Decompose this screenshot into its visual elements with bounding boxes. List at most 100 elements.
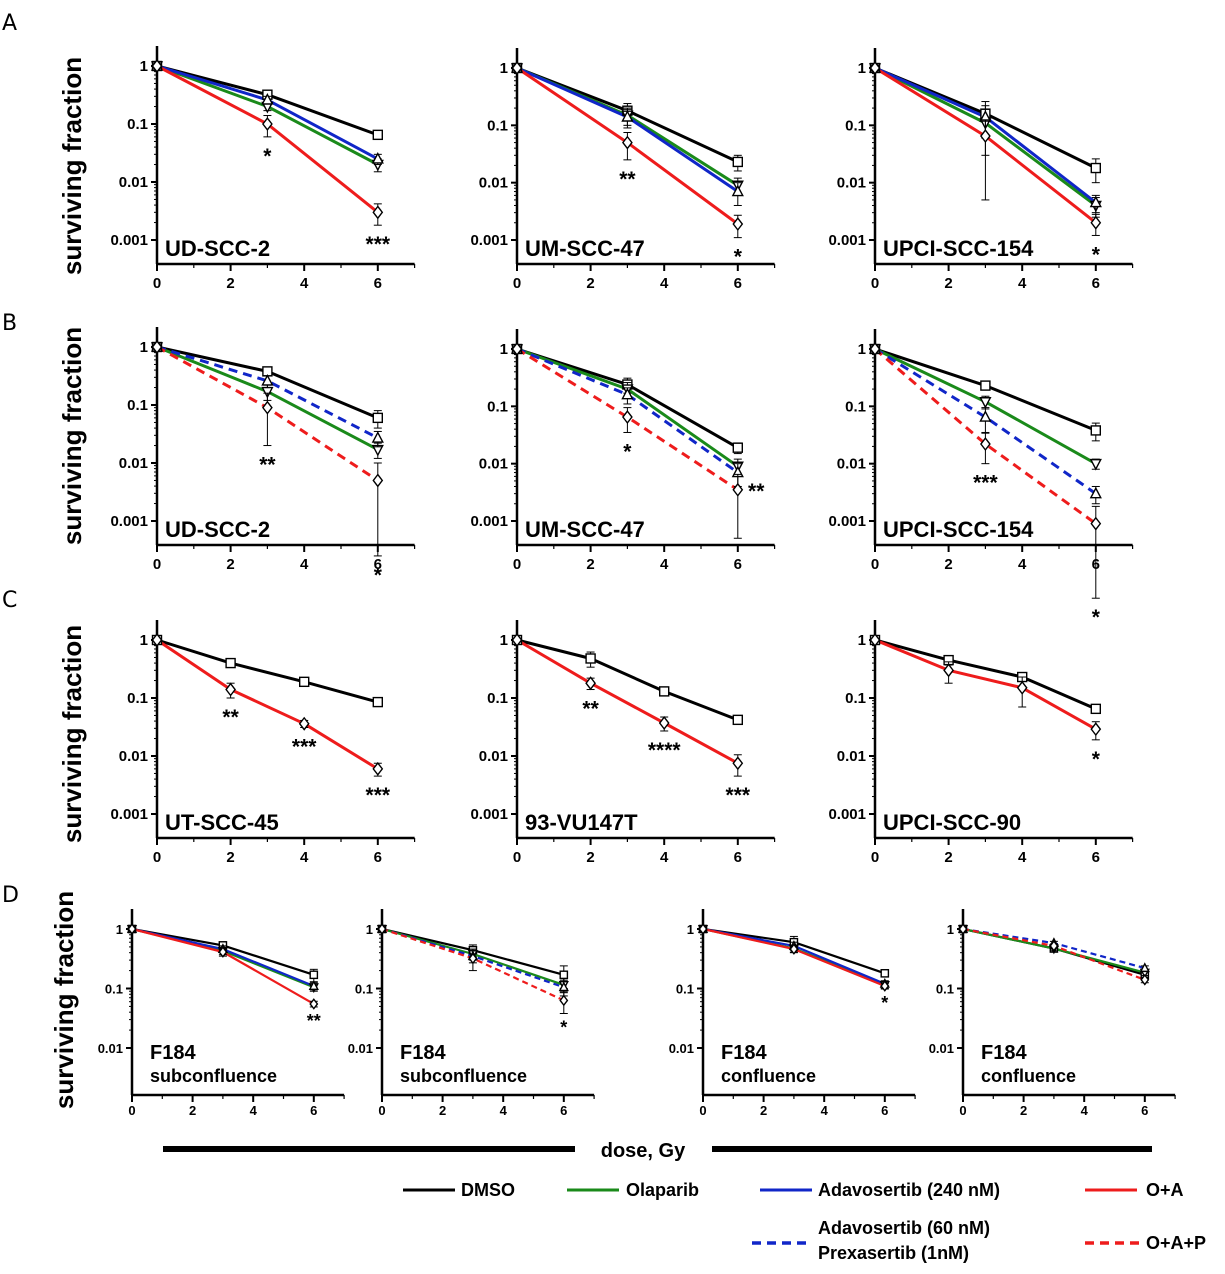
chart-a1-x-tick-label-0: 0: [153, 275, 161, 292]
chart-d3-title: F184: [721, 1042, 767, 1064]
chart-c1-x-tick-label-3: 6: [374, 849, 382, 866]
chart-c1-x-tick-label-1: 2: [226, 849, 234, 866]
chart-d3-point-dmso-2: [880, 969, 890, 978]
chart-b1-point-dmso-2: [372, 412, 383, 424]
chart-c1-x-tick-label-2: 4: [300, 849, 309, 866]
chart-a2-point-o-a-2: [732, 217, 744, 232]
chart-c3-point-o-a-3: [1090, 722, 1102, 737]
chart-a3-point-o-a-1: [980, 129, 991, 144]
chart-d1-x-tick-label-0: 0: [128, 1103, 135, 1118]
chart-b2-series-o-a-p: [516, 347, 739, 492]
chart-d2-title: F184: [400, 1042, 446, 1064]
chart-b2-x-tick-label-0: 0: [513, 556, 521, 573]
chart-d3-y-tick-label-2: 0.01: [669, 1041, 694, 1056]
chart-b3-y-tick-label-2: 0.01: [837, 456, 866, 473]
chart-a2-x-tick-label-3: 6: [734, 275, 742, 292]
chart-d1-x-tick-label-2: 4: [250, 1103, 258, 1118]
chart-c2-title: 93-VU147T: [525, 810, 638, 835]
chart-b1-y-tick-label-3: 0.001: [110, 513, 148, 530]
chart-d3-x-tick-label-0: 0: [699, 1103, 706, 1118]
chart-d4-point-o-a-p-0: [958, 923, 968, 935]
panel-label-d: D: [2, 883, 19, 908]
chart-b3-significance-1: *: [1092, 606, 1101, 629]
chart-a2-point-adavosertib-240-nm-2: [731, 184, 744, 197]
chart-b3-y-tick-label-3: 0.001: [828, 513, 866, 530]
chart-b3-title: UPCI-SCC-154: [883, 517, 1034, 542]
chart-d1-y-tick-label-2: 0.01: [98, 1041, 123, 1056]
chart-c1-title: UT-SCC-45: [165, 810, 279, 835]
chart-b1-point-adavosertib-60-nm-2: [371, 431, 384, 443]
chart-d4-x-tick-label-1: 2: [1020, 1103, 1027, 1118]
chart-c3-point-o-a-0: [869, 633, 881, 647]
chart-a1-point-o-a-1: [262, 117, 273, 131]
chart-c2-point-dmso-1: [585, 653, 596, 664]
chart-a2-y-tick-label-2: 0.01: [479, 175, 508, 192]
chart-d1-y-tick-label-1: 0.1: [105, 982, 123, 997]
chart-a2-x-tick-label-1: 2: [586, 275, 594, 292]
chart-b2-point-adavosertib-60-nm-1: [621, 387, 634, 400]
chart-b3-point-o-a-p-0: [869, 342, 881, 356]
chart-d2-significance-0: *: [560, 1018, 567, 1038]
chart-a3-y-tick-label-3: 0.001: [828, 232, 866, 249]
chart-c1-y-tick-label-3: 0.001: [110, 806, 148, 823]
chart-a1-title: UD-SCC-2: [165, 236, 270, 261]
y-axis-label-d: surviving fraction: [49, 891, 79, 1109]
chart-a2-x-tick-label-2: 4: [660, 275, 669, 292]
chart-c1-y-tick-label-1: 0.1: [127, 690, 148, 707]
chart-d3-x-tick-label-1: 2: [760, 1103, 767, 1118]
chart-a1-point-o-a-0: [151, 59, 163, 73]
chart-c3-point-o-a-2: [1016, 680, 1028, 695]
chart-a3-x-tick-label-0: 0: [871, 275, 879, 292]
chart-d2-x-tick-label-2: 4: [500, 1103, 508, 1118]
chart-b2-point-dmso-2: [732, 442, 743, 453]
chart-a3-y-tick-label-2: 0.01: [837, 175, 866, 192]
chart-c2-point-o-a-2: [658, 716, 670, 731]
chart-c2-significance-0: **: [582, 698, 599, 721]
chart-a1-y-tick-label-1: 0.1: [127, 116, 148, 133]
chart-c3-y-tick-label-0: 1: [858, 632, 866, 649]
panel-label-b: B: [2, 311, 17, 336]
chart-b1-point-o-a-p-2: [372, 473, 384, 488]
chart-c1-significance-1: ***: [292, 736, 317, 759]
chart-d3-x-tick-label-3: 6: [881, 1103, 888, 1118]
chart-c3-point-dmso-3: [1090, 703, 1102, 715]
chart-c3-y-tick-label-1: 0.1: [845, 690, 866, 707]
chart-d4-x-tick-label-2: 4: [1081, 1103, 1089, 1118]
chart-b3-x-tick-label-0: 0: [871, 556, 879, 573]
chart-b3-significance-0: ***: [973, 472, 998, 495]
chart-d1-significance-0: **: [307, 1011, 321, 1031]
chart-a2-significance-0: **: [619, 168, 636, 191]
chart-a1-x-tick-label-3: 6: [374, 275, 382, 292]
chart-c2-y-tick-label-3: 0.001: [470, 806, 508, 823]
chart-d1-point-o-a-0: [127, 923, 137, 935]
chart-d4-subtitle: confluence: [981, 1066, 1076, 1086]
chart-b3-point-o-a-p-2: [1090, 516, 1102, 531]
chart-b1-y-tick-label-2: 0.01: [119, 455, 148, 472]
chart-a1-series-o-a: [156, 64, 379, 214]
chart-b3-x-tick-label-1: 2: [944, 556, 952, 573]
chart-d1-series-olaparib: [131, 927, 315, 989]
legend-label-dmso: DMSO: [461, 1180, 515, 1200]
chart-b2-y-tick-label-2: 0.01: [479, 456, 508, 473]
chart-d4-y-tick-label-2: 0.01: [929, 1041, 954, 1056]
chart-d4-x-tick-label-3: 6: [1141, 1103, 1148, 1118]
chart-a3-point-o-a-0: [869, 61, 881, 75]
legend-label-prexasertib: Prexasertib (1nM): [818, 1243, 969, 1263]
chart-a2-point-adavosertib-240-nm-1: [621, 110, 634, 122]
chart-c2-point-dmso-2: [659, 686, 670, 697]
chart-c2-y-tick-label-0: 1: [500, 632, 508, 649]
chart-a3-significance-0: *: [1092, 243, 1101, 266]
chart-b2-y-tick-label-1: 0.1: [487, 398, 508, 415]
chart-b3-point-olaparib-1: [979, 397, 992, 409]
chart-b3-point-adavosertib-60-nm-2: [1089, 486, 1102, 499]
chart-d3-y-tick-label-0: 1: [687, 922, 694, 937]
legend-label-adavosertib-60: Adavosertib (60 nM): [818, 1218, 990, 1238]
chart-c2-x-tick-label-2: 4: [660, 849, 669, 866]
chart-b3-point-dmso-1: [980, 380, 991, 391]
chart-a2-y-tick-label-1: 0.1: [487, 117, 508, 134]
